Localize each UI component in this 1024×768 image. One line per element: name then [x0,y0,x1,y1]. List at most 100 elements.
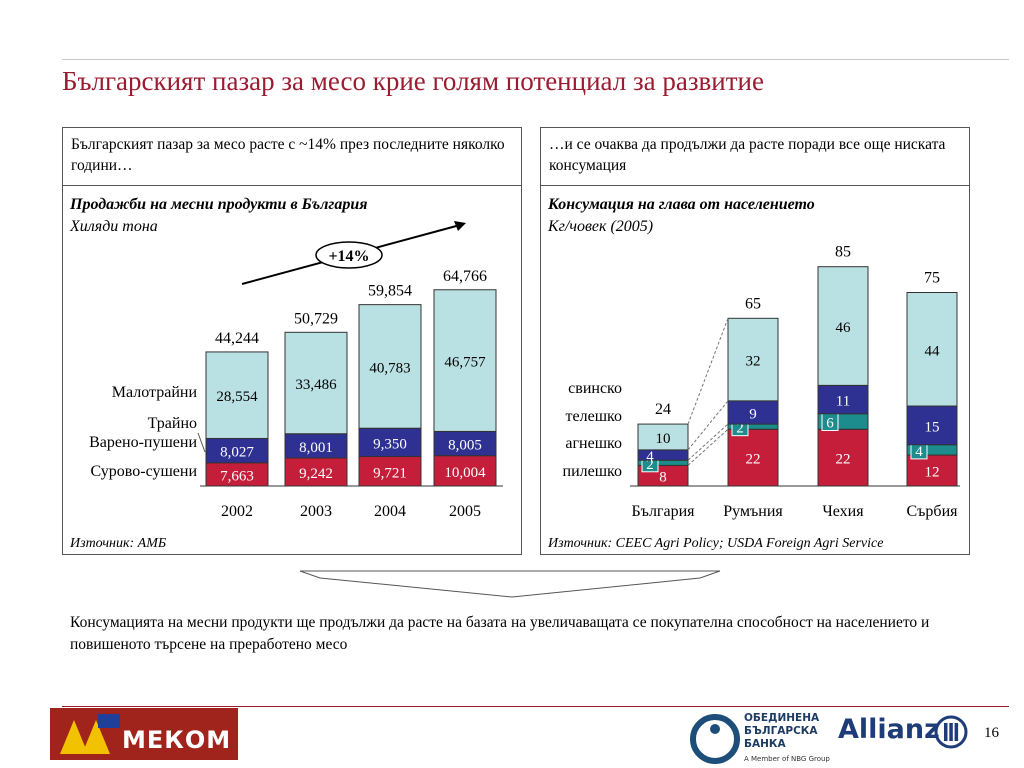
bar-value-label: 12 [925,465,940,481]
bar-value-label: 44 [925,343,941,359]
bar-value-label: 22 [836,452,851,468]
bar-value-label: 10,004 [444,465,486,481]
bar-total-label: 65 [745,295,761,312]
growth-badge [315,241,383,269]
right-panel-header: …и се очаква да продължи да расте поради… [541,128,969,186]
bar-total-label: 64,766 [443,268,487,285]
bar-value-label: 10 [656,431,671,447]
bar-value-label: 8,027 [220,445,254,461]
bar-value-label: 15 [925,419,940,435]
bar-segment [817,428,869,487]
right-source: Източник: CEEC Agri Policy; USDA Foreign… [548,536,884,551]
bar-value-label: 46 [836,320,852,336]
bar-total-label: 24 [655,401,671,418]
connector-line [687,428,729,466]
bar-segment [433,289,497,432]
bar-segment [906,292,958,407]
mekom-logo-text: МЕКОМ [122,726,232,754]
bar-value-label: 9,350 [373,436,407,452]
legend-label: агнешко [565,435,622,452]
bar-value-label: 28,554 [216,389,258,405]
left-chart-title: Продажби на месни продукти в България [70,196,368,213]
bar-segment [817,266,869,386]
bar-segment [433,430,497,457]
footer-divider [62,706,1009,707]
category-label: Сърбия [906,503,958,520]
ubb-line-2: БЪЛГАРСКА [744,725,818,737]
ubb-line-1: ОБЕДИНЕНА [744,712,820,724]
bar-segment [358,304,422,429]
connector-line [687,318,729,425]
bar-total-label: 85 [835,244,851,261]
down-arrow-shape [299,570,721,598]
bar-value-label: 8,001 [299,440,333,456]
bar-total-label: 50,729 [294,310,338,327]
bar-value-label: 4 [646,449,654,465]
ubb-logo: ОБЕДИНЕНА БЪЛГАРСКА БАНКА [744,712,819,751]
legend-leader-line [197,432,206,453]
growth-arrowhead-icon [454,221,466,231]
legend-label: пилешко [563,463,623,480]
legend-label: Трайно [148,415,197,432]
connector-line [687,423,729,461]
bar-total-label: 44,244 [215,330,259,347]
category-label: 2002 [221,503,253,520]
bar-total-label: 59,854 [368,283,412,300]
bar-value-label: 11 [836,394,850,410]
bar-value-label: 40,783 [369,360,410,376]
bar-value-label: 8,005 [448,438,482,454]
growth-badge-label: +14% [328,248,369,265]
bar-value-label: 9,242 [299,466,333,482]
allianz-logo-text: Allianz [838,714,940,745]
connector-line [687,400,729,451]
bar-value-label: 9,721 [373,465,407,481]
bar-value-label: 2 [736,421,744,437]
bar-value-label: 22 [746,452,761,468]
bar-value-label: 4 [915,444,923,460]
category-label: Чехия [822,503,864,520]
bar-total-label: 75 [924,270,940,287]
page-number: 16 [984,725,999,741]
left-chart-subtitle: Хиляди тона [70,218,158,235]
allianz-emblem-icon [934,715,968,749]
bar-value-label: 32 [746,354,761,370]
bar-segment [284,433,348,459]
legend-label: Сурово-сушени [91,463,198,480]
conclusion-text: Консумацията на месни продукти ще продъл… [70,614,930,653]
bar-segment [358,427,422,458]
bar-value-label: 8 [659,470,667,486]
left-source: Източник: АМБ [70,536,167,551]
legend-label: Варено-пушени [89,434,197,451]
right-chart-title: Консумация на глава от населението [548,196,815,213]
category-label: Румъния [723,503,783,520]
bar-segment [906,454,958,487]
ubb-logo-icon [690,714,740,764]
category-label: 2003 [300,503,332,520]
category-label: 2005 [449,503,481,520]
page-title: Българският пазар за месо крие голям пот… [62,66,764,96]
bar-value-label: 2 [646,457,654,473]
bar-value-label: 46,757 [444,355,486,371]
bar-segment [727,317,779,402]
legend-label: Малотрайни [112,384,198,401]
bar-segment [284,331,348,435]
mekom-emblem-icon [60,714,120,754]
legend-label: телешко [566,408,622,425]
bar-segment [637,423,689,451]
right-chart-subtitle: Кг/човек (2005) [548,218,654,235]
bar-value-label: 6 [826,416,834,432]
category-label: България [631,503,695,520]
legend-label: свинско [568,380,622,397]
category-label: 2004 [374,503,406,520]
left-panel-header: Българският пазар за месо расте с ~14% п… [63,128,521,186]
bar-value-label: 7,663 [220,468,254,484]
mekom-logo: МЕКОМ [50,708,238,760]
top-divider [62,59,1009,60]
bar-segment [205,351,269,439]
bar-value-label: 9 [749,406,757,422]
ubb-line-3: БАНКА [744,738,786,750]
ubb-tagline: A Member of NBG Group [744,755,830,763]
bar-value-label: 33,486 [295,377,337,393]
bar-segment [817,384,869,415]
